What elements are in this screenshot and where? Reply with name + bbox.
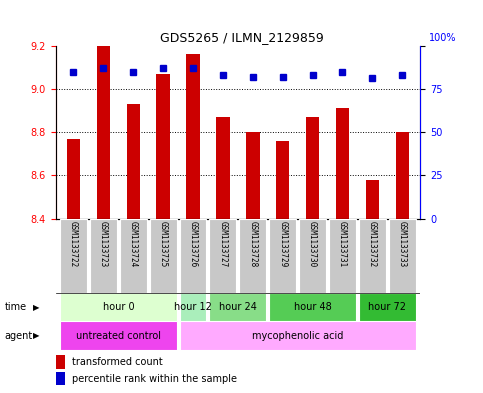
Bar (186, 54, 200, 219)
Text: GSM1133728: GSM1133728 (248, 221, 257, 267)
Text: hour 12: hour 12 (174, 302, 212, 312)
Text: GSM1133733: GSM1133733 (398, 221, 407, 267)
Bar (60, 321, 177, 350)
Text: hour 24: hour 24 (219, 302, 257, 312)
Text: GSM1133724: GSM1133724 (129, 221, 138, 267)
Text: agent: agent (5, 331, 33, 341)
Bar (180, 321, 416, 350)
Bar (269, 293, 356, 321)
Bar (90, 219, 117, 293)
Bar (56, 372, 65, 385)
Bar (336, 108, 349, 219)
Text: hour 0: hour 0 (102, 302, 134, 312)
Bar (329, 219, 356, 293)
Bar (120, 219, 147, 293)
Bar (306, 117, 319, 219)
Bar (156, 73, 170, 219)
Text: GSM1133723: GSM1133723 (99, 221, 108, 267)
Bar (150, 219, 177, 293)
Bar (210, 219, 236, 293)
Text: transformed count: transformed count (72, 357, 163, 367)
Text: mycophenolic acid: mycophenolic acid (252, 331, 343, 341)
Text: GSM1133731: GSM1133731 (338, 221, 347, 267)
Bar (67, 139, 80, 219)
Bar (359, 293, 416, 321)
Text: time: time (5, 302, 27, 312)
Text: hour 48: hour 48 (294, 302, 331, 312)
Text: GSM1133722: GSM1133722 (69, 221, 78, 267)
Text: GDS5265 / ILMN_2129859: GDS5265 / ILMN_2129859 (159, 31, 324, 44)
Text: GSM1133730: GSM1133730 (308, 221, 317, 267)
Text: GSM1133727: GSM1133727 (218, 221, 227, 267)
Text: percentile rank within the sample: percentile rank within the sample (72, 374, 237, 384)
Bar (269, 219, 296, 293)
Bar (180, 293, 207, 321)
Bar (216, 117, 229, 219)
Bar (56, 355, 65, 369)
Text: 100%: 100% (428, 33, 456, 43)
Bar (60, 293, 177, 321)
Bar (246, 132, 259, 219)
Bar (389, 219, 416, 293)
Text: GSM1133725: GSM1133725 (158, 221, 168, 267)
Bar (210, 293, 266, 321)
Bar (127, 104, 140, 219)
Bar (276, 141, 289, 219)
Text: GSM1133726: GSM1133726 (188, 221, 198, 267)
Bar (359, 219, 386, 293)
Text: untreated control: untreated control (76, 331, 161, 341)
Bar (240, 219, 266, 293)
Text: ▶: ▶ (33, 331, 40, 340)
Bar (299, 219, 326, 293)
Bar (60, 219, 87, 293)
Bar (366, 180, 379, 219)
Bar (97, 46, 110, 219)
Text: GSM1133732: GSM1133732 (368, 221, 377, 267)
Text: hour 72: hour 72 (369, 302, 406, 312)
Bar (396, 132, 409, 219)
Text: GSM1133729: GSM1133729 (278, 221, 287, 267)
Bar (180, 219, 207, 293)
Text: ▶: ▶ (33, 303, 40, 312)
